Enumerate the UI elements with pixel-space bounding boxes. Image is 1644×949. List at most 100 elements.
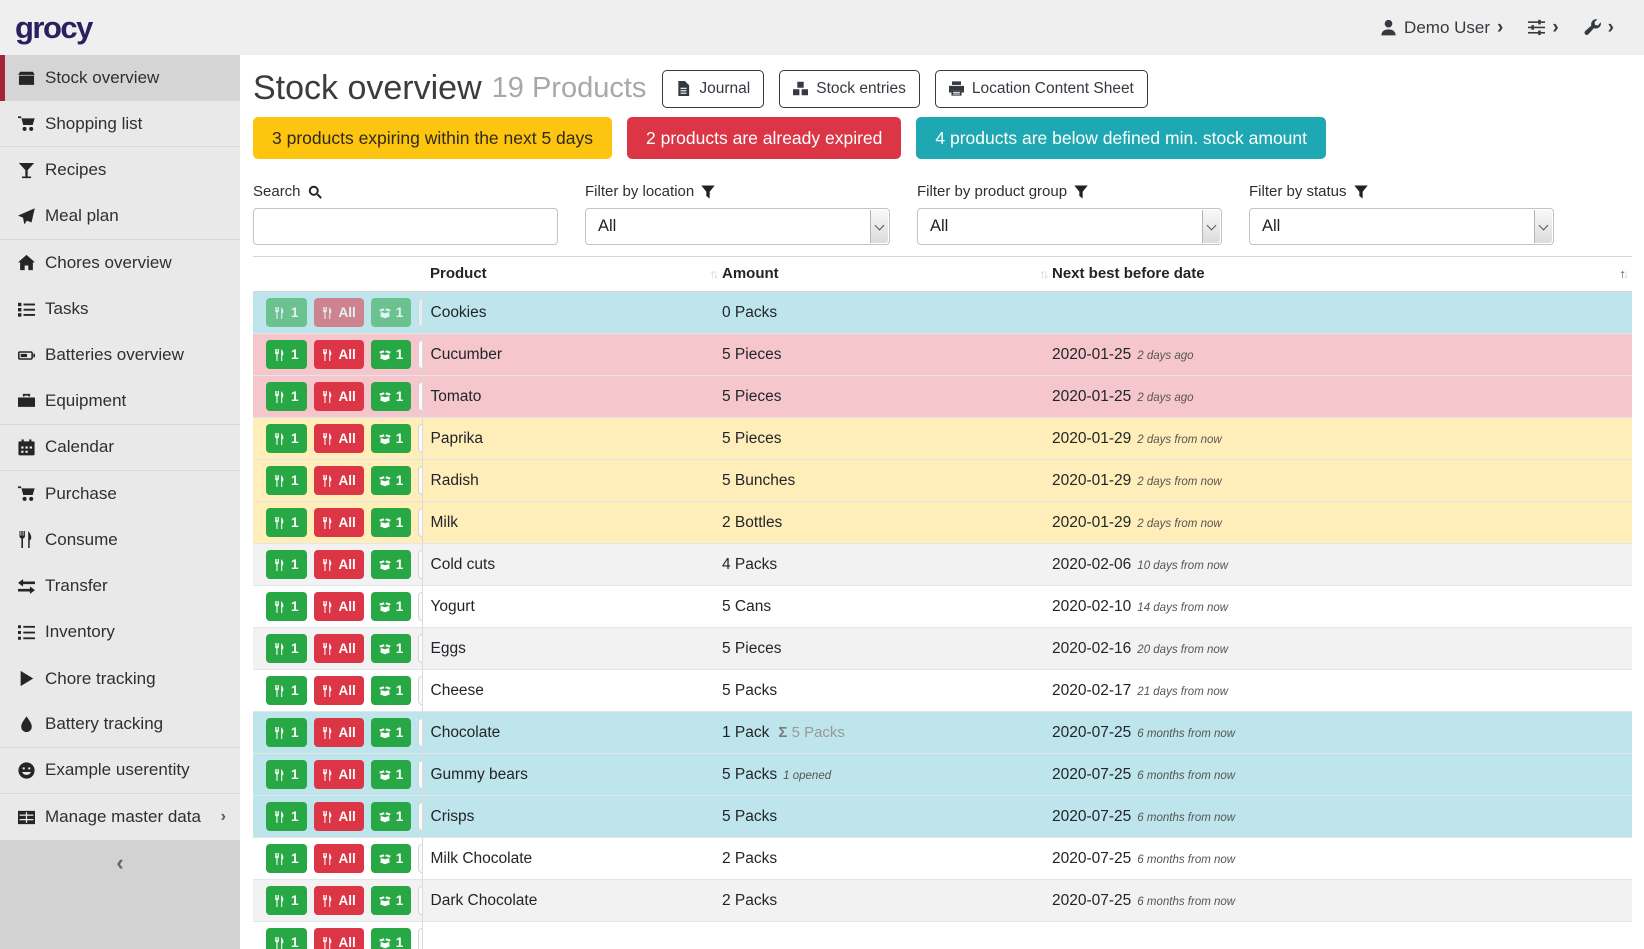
consume-one-button[interactable]: 1 [266, 298, 307, 327]
consume-one-button[interactable]: 1 [266, 592, 307, 621]
open-one-button[interactable]: 1 [370, 466, 412, 495]
consume-one-button[interactable]: 1 [266, 718, 307, 747]
row-menu-button[interactable]: ⋮ [418, 592, 421, 621]
column-header-next-best-before-date[interactable]: Next best before date ↑↓ [1052, 256, 1632, 292]
open-one-button[interactable]: 1 [370, 844, 412, 873]
sidebar-item-batteries-overview[interactable]: Batteries overview [0, 332, 240, 378]
row-menu-button[interactable]: ⋮ [418, 424, 421, 453]
sidebar-item-stock-overview[interactable]: Stock overview [0, 55, 240, 102]
consume-one-button[interactable]: 1 [266, 844, 307, 873]
row-menu-button[interactable]: ⋮ [418, 508, 421, 537]
row-menu-button[interactable]: ⋮ [418, 550, 421, 579]
row-menu-button[interactable]: ⋮ [418, 718, 421, 747]
consume-one-button[interactable]: 1 [266, 466, 307, 495]
consume-one-button[interactable]: 1 [266, 550, 307, 579]
sidebar-item-chores-overview[interactable]: Chores overview [0, 240, 240, 286]
consume-all-button[interactable]: All [313, 382, 364, 411]
consume-one-button[interactable]: 1 [266, 634, 307, 663]
consume-one-button[interactable]: 1 [266, 424, 307, 453]
consume-all-button[interactable]: All [313, 592, 364, 621]
consume-all-button[interactable]: All [313, 760, 364, 789]
open-one-button[interactable]: 1 [370, 634, 412, 663]
sidebar-item-transfer[interactable]: Transfer [0, 563, 240, 609]
consume-one-button[interactable]: 1 [266, 676, 307, 705]
user-menu[interactable]: Demo User › [1380, 18, 1503, 38]
consume-one-button[interactable]: 1 [266, 508, 307, 537]
search-input[interactable] [253, 208, 558, 245]
consume-all-button[interactable]: All [313, 844, 364, 873]
row-menu-button[interactable]: ⋮ [418, 886, 421, 915]
open-one-button[interactable]: 1 [370, 718, 412, 747]
below-min-stock-alert[interactable]: 4 products are below defined min. stock … [916, 117, 1326, 159]
row-menu-button[interactable]: ⋮ [418, 382, 421, 411]
consume-all-button[interactable]: All [313, 718, 364, 747]
open-one-button[interactable]: 1 [370, 802, 412, 831]
sidebar-item-example-userentity[interactable]: Example userentity [0, 748, 240, 794]
product-group-filter-select[interactable]: All [917, 208, 1222, 245]
collapse-sidebar-button[interactable]: ‹ [116, 850, 124, 876]
sidebar-item-calendar[interactable]: Calendar [0, 425, 240, 471]
row-menu-button[interactable]: ⋮ [418, 802, 421, 831]
open-one-button[interactable]: 1 [370, 298, 412, 327]
consume-all-button[interactable]: All [313, 424, 364, 453]
sidebar-item-chore-tracking[interactable]: Chore tracking [0, 655, 240, 701]
consume-all-button[interactable]: All [313, 634, 364, 663]
open-one-button[interactable]: 1 [370, 550, 412, 579]
open-one-button[interactable]: 1 [370, 928, 412, 949]
sidebar-item-battery-tracking[interactable]: Battery tracking [0, 702, 240, 748]
journal-button[interactable]: Journal [662, 69, 765, 108]
open-one-button[interactable]: 1 [370, 424, 412, 453]
consume-all-button[interactable]: All [313, 676, 364, 705]
consume-one-button[interactable]: 1 [266, 382, 307, 411]
open-one-button[interactable]: 1 [370, 760, 412, 789]
open-one-button[interactable]: 1 [370, 382, 412, 411]
row-menu-button[interactable]: ⋮ [418, 634, 421, 663]
consume-one-button[interactable]: 1 [266, 928, 307, 949]
open-one-button[interactable]: 1 [370, 676, 412, 705]
column-header-amount[interactable]: Amount ↑↓ [722, 256, 1052, 292]
open-one-button[interactable]: 1 [370, 508, 412, 537]
row-menu-button[interactable]: ⋮ [418, 844, 421, 873]
open-one-button[interactable]: 1 [370, 886, 412, 915]
consume-all-button[interactable]: All [313, 886, 364, 915]
consume-all-button[interactable]: All [313, 466, 364, 495]
admin-menu[interactable]: › [1584, 18, 1614, 37]
location-content-sheet-button[interactable]: Location Content Sheet [934, 69, 1148, 108]
consume-all-button[interactable]: All [313, 928, 364, 949]
open-one-button[interactable]: 1 [370, 340, 412, 369]
sidebar-item-purchase[interactable]: Purchase [0, 471, 240, 517]
consume-all-button[interactable]: All [313, 550, 364, 579]
row-menu-button[interactable]: ⋮ [418, 928, 421, 949]
row-menu-button[interactable]: ⋮ [418, 340, 421, 369]
open-one-button[interactable]: 1 [370, 592, 412, 621]
row-menu-button[interactable]: ⋮ [418, 676, 421, 705]
row-menu-button[interactable]: ⋮ [418, 760, 421, 789]
location-filter-select[interactable]: All [585, 208, 890, 245]
sidebar-item-manage-master-data[interactable]: Manage master data › [0, 794, 240, 840]
consume-one-button[interactable]: 1 [266, 886, 307, 915]
expired-alert[interactable]: 2 products are already expired [627, 117, 902, 159]
expiring-soon-alert[interactable]: 3 products expiring within the next 5 da… [253, 117, 613, 159]
status-filter-select[interactable]: All [1249, 208, 1554, 245]
consume-all-button[interactable]: All [313, 298, 364, 327]
app-logo[interactable]: grocy [15, 9, 93, 45]
sidebar-item-recipes[interactable]: Recipes [0, 147, 240, 193]
consume-one-button[interactable]: 1 [266, 340, 307, 369]
column-header-product[interactable]: Product ↑↓ [422, 256, 722, 292]
consume-all-button[interactable]: All [313, 802, 364, 831]
consume-all-button[interactable]: All [313, 508, 364, 537]
sidebar-item-meal-plan[interactable]: Meal plan [0, 194, 240, 240]
sidebar-item-consume[interactable]: Consume [0, 517, 240, 563]
sidebar-item-inventory[interactable]: Inventory [0, 609, 240, 655]
stock-entries-button[interactable]: Stock entries [779, 69, 920, 108]
consume-one-button[interactable]: 1 [266, 802, 307, 831]
row-menu-button[interactable]: ⋮ [418, 466, 421, 495]
row-menu-button[interactable]: ⋮ [418, 298, 421, 327]
sidebar-item-tasks[interactable]: Tasks [0, 286, 240, 332]
settings-menu[interactable]: › [1528, 18, 1559, 37]
tasks-icon [16, 301, 36, 318]
sidebar-item-shopping-list[interactable]: Shopping list [0, 101, 240, 148]
sidebar-item-equipment[interactable]: Equipment [0, 378, 240, 425]
consume-all-button[interactable]: All [313, 340, 364, 369]
consume-one-button[interactable]: 1 [266, 760, 307, 789]
